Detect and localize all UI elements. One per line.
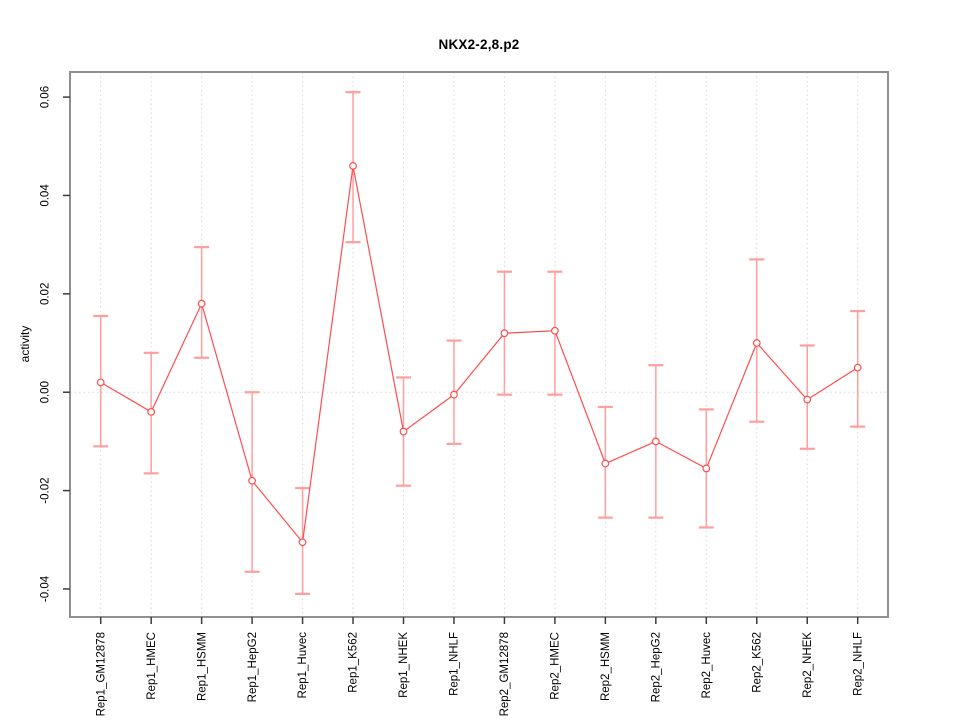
category-gridlines	[100, 72, 859, 617]
data-point	[197, 299, 206, 308]
chart-title: NKX2-2,8.p2	[438, 37, 520, 52]
data-points	[96, 162, 862, 547]
y-axis-labels: -0.04 -0.02 0.00 0.02 0.04 0.06	[40, 86, 52, 602]
y-tick-label: -0.02	[40, 477, 52, 503]
data-point	[803, 395, 812, 404]
x-category-label: Rep2_NHEK	[802, 632, 814, 698]
x-category-label: Rep2_K562	[751, 632, 763, 693]
data-point	[450, 390, 458, 399]
x-category-label: Rep1_NHLF	[449, 632, 461, 696]
x-category-label: Rep2_Huvec	[701, 632, 713, 699]
data-point	[500, 329, 509, 338]
x-category-label: Rep2_NHLF	[852, 632, 864, 696]
data-point	[147, 407, 156, 416]
x-category-label: Rep2_HMEC	[550, 632, 562, 700]
data-point	[551, 326, 559, 335]
x-category-label: Rep2_HSMM	[600, 632, 612, 701]
data-point	[752, 339, 761, 347]
x-category-label: Rep1_Huvec	[297, 632, 309, 699]
x-category-label: Rep1_HSMM	[196, 632, 208, 701]
data-point	[702, 464, 711, 473]
data-point	[853, 363, 862, 372]
x-axis-ticks	[99, 617, 859, 624]
x-category-label: Rep1_GM12878	[95, 632, 107, 716]
data-point	[248, 476, 257, 485]
x-category-label: Rep1_HepG2	[247, 632, 259, 702]
x-category-label: Rep1_K562	[348, 632, 360, 693]
x-category-label: Rep1_NHEK	[398, 632, 410, 698]
y-tick-label: 0.02	[40, 283, 52, 305]
data-point	[399, 427, 408, 436]
data-point	[96, 378, 105, 387]
y-tick-label: -0.04	[40, 575, 52, 602]
y-tick-label: 0.06	[40, 86, 52, 108]
x-category-label: Rep2_HepG2	[651, 632, 663, 702]
data-point	[601, 459, 610, 468]
y-axis-label: activity	[18, 325, 32, 363]
plot-box	[69, 71, 889, 618]
data-point	[349, 162, 357, 170]
data-point	[298, 538, 307, 547]
data-point	[651, 437, 660, 446]
x-category-label: Rep1_HMEC	[146, 632, 158, 700]
plot-border	[69, 71, 889, 618]
series-polyline	[100, 165, 859, 544]
series-line	[100, 165, 859, 544]
y-tick-label: 0.04	[40, 184, 52, 207]
x-category-label: Rep2_GM12878	[499, 632, 511, 716]
error-bars	[93, 91, 866, 595]
x-axis-labels: Rep1_GM12878 Rep1_HMEC Rep1_HSMM Rep1_HepG2…	[95, 632, 864, 717]
y-axis-ticks	[63, 96, 70, 590]
y-tick-label: 0.00	[40, 381, 52, 403]
